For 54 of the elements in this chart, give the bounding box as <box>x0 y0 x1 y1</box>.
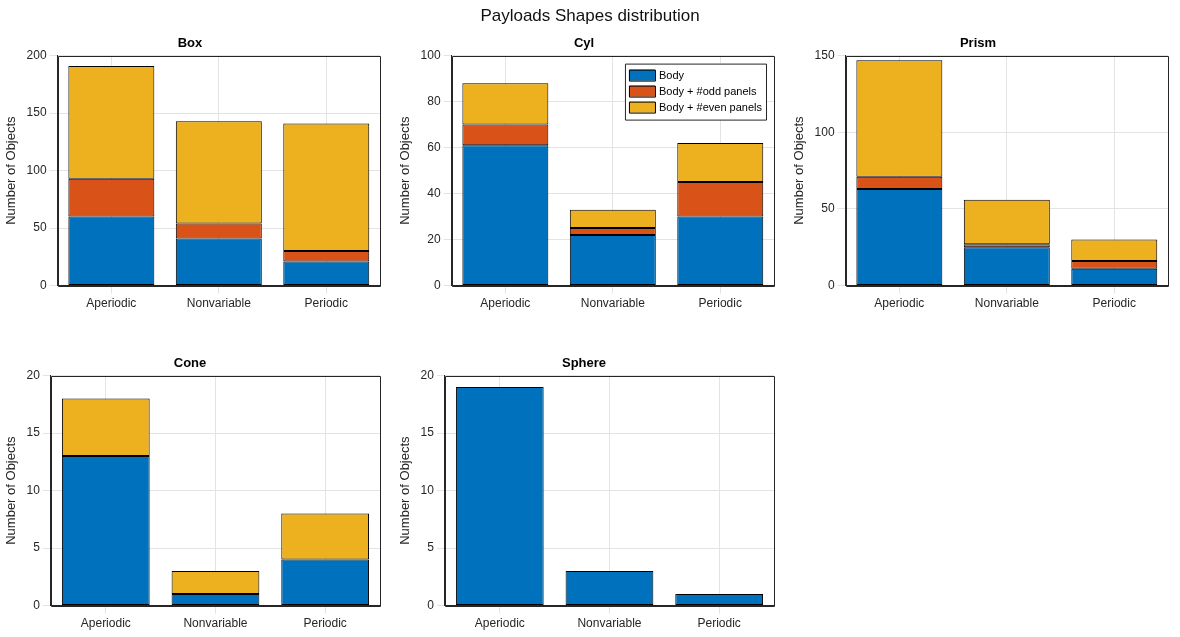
y-tick-label: 15 <box>420 425 435 440</box>
y-tick-label: 20 <box>427 231 441 246</box>
y-tick-label: 100 <box>814 124 835 139</box>
y-tick-label: 20 <box>420 367 435 382</box>
y-tick-label: 50 <box>821 201 835 216</box>
y-tick-label: 200 <box>26 47 47 62</box>
y-tick-label: 5 <box>33 540 41 555</box>
y-tick-label: 20 <box>26 367 41 382</box>
y-tick-label: 40 <box>427 185 441 200</box>
y-tick-label: 80 <box>427 93 441 108</box>
x-tick-label: Aperiodic <box>80 616 131 631</box>
legend-label: Body <box>658 68 685 81</box>
chart-title: Sphere <box>561 355 607 371</box>
x-tick-label: Periodic <box>1092 296 1136 311</box>
y-tick-label: 0 <box>39 277 47 292</box>
chart-title: Prism <box>959 35 997 51</box>
chart-title: Cyl <box>573 35 595 51</box>
x-tick-label: Periodic <box>304 296 348 311</box>
chart-title: Cone <box>173 355 207 371</box>
y-tick-label: 0 <box>827 277 835 292</box>
legend-label: Body + #odd panels <box>658 84 757 97</box>
y-axis-title: Number of Objects <box>791 115 807 225</box>
y-tick-label: 0 <box>433 277 441 292</box>
x-tick-label: Periodic <box>698 296 742 311</box>
y-tick-label: 10 <box>26 482 41 497</box>
x-tick-label: Nonvariable <box>577 616 642 631</box>
y-axis-title: Number of Objects <box>3 115 19 225</box>
y-tick-label: 60 <box>427 139 441 154</box>
y-tick-label: 5 <box>427 540 435 555</box>
y-tick-label: 150 <box>814 47 835 62</box>
y-tick-label: 15 <box>26 425 41 440</box>
y-tick-label: 150 <box>26 105 47 120</box>
y-axis-title: Number of Objects <box>397 435 413 545</box>
x-tick-label: Periodic <box>303 616 347 631</box>
x-tick-label: Nonvariable <box>974 296 1040 311</box>
x-tick-label: Nonvariable <box>186 296 252 311</box>
x-tick-label: Aperiodic <box>874 296 925 311</box>
y-tick-label: 0 <box>427 597 435 612</box>
y-axis-title: Number of Objects <box>3 435 19 545</box>
x-tick-label: Periodic <box>697 616 741 631</box>
x-tick-label: Nonvariable <box>580 296 646 311</box>
x-tick-label: Nonvariable <box>183 616 248 631</box>
y-tick-label: 10 <box>420 482 435 497</box>
y-axis-title: Number of Objects <box>397 115 413 225</box>
legend-label: Body + #even panels <box>658 100 763 113</box>
y-tick-label: 50 <box>33 220 47 235</box>
x-tick-label: Aperiodic <box>480 296 531 311</box>
x-tick-label: Aperiodic <box>86 296 137 311</box>
y-tick-label: 0 <box>33 597 41 612</box>
text: Payloads Shapes distribution <box>479 6 701 26</box>
y-tick-label: 100 <box>26 162 47 177</box>
chart-title: Box <box>177 35 204 51</box>
x-tick-label: Aperiodic <box>474 616 525 631</box>
y-tick-label: 100 <box>420 47 441 62</box>
